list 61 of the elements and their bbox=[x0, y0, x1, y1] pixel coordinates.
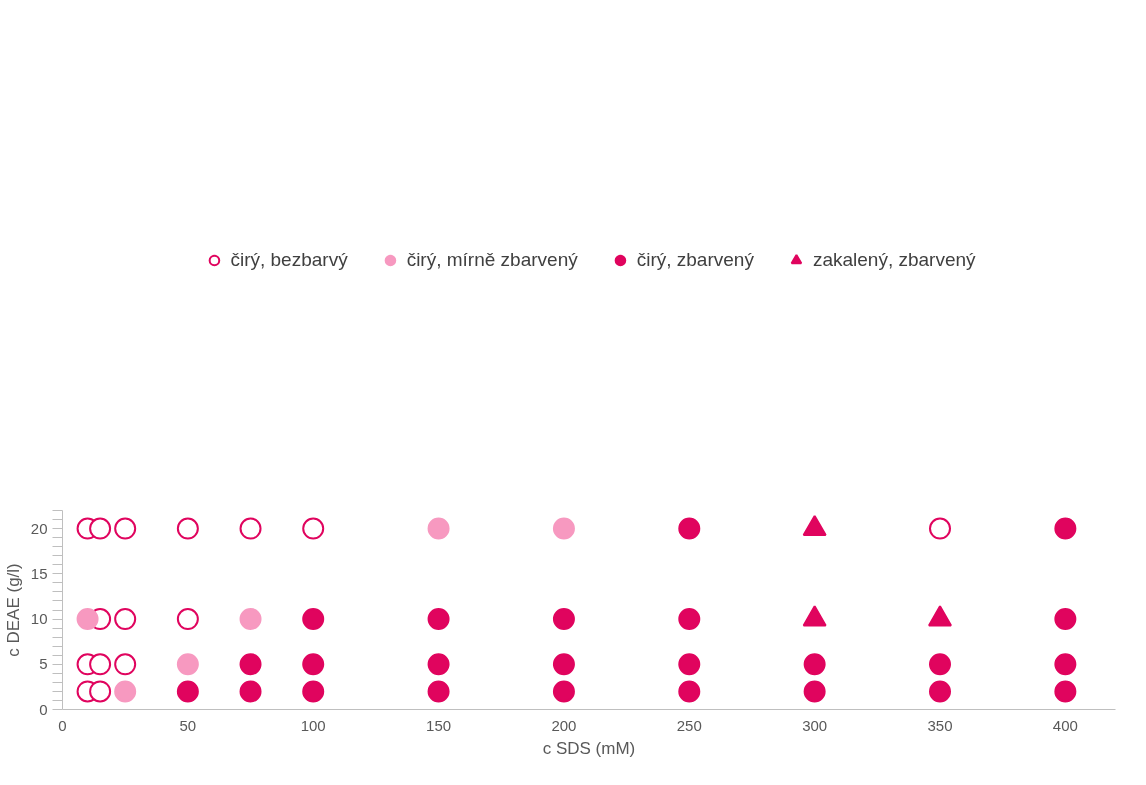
x-tick-label: 300 bbox=[802, 716, 828, 734]
point bbox=[552, 680, 575, 703]
x-tick-label: 250 bbox=[676, 716, 702, 734]
point bbox=[929, 653, 951, 676]
point bbox=[114, 517, 137, 540]
x-tick-label: 350 bbox=[927, 716, 953, 734]
point bbox=[552, 608, 575, 631]
point bbox=[678, 653, 701, 676]
point bbox=[929, 517, 951, 540]
point bbox=[176, 608, 199, 631]
point bbox=[176, 680, 199, 703]
point bbox=[302, 653, 325, 676]
point bbox=[176, 653, 199, 676]
point bbox=[76, 608, 99, 631]
point bbox=[1054, 653, 1077, 676]
point bbox=[302, 680, 325, 703]
point bbox=[552, 517, 575, 540]
x-tick-label: 400 bbox=[1052, 716, 1078, 734]
y-tick-label: 20 bbox=[30, 519, 48, 537]
point bbox=[678, 608, 701, 631]
point bbox=[176, 517, 199, 540]
point bbox=[239, 680, 262, 703]
y-axis-title: c DEAE (g/l) bbox=[3, 563, 23, 657]
point bbox=[239, 653, 262, 676]
point bbox=[678, 517, 701, 540]
point bbox=[114, 680, 137, 703]
x-tick-label: 150 bbox=[426, 716, 452, 734]
point bbox=[89, 680, 112, 703]
x-tick-label: 50 bbox=[179, 716, 197, 734]
point bbox=[239, 608, 262, 631]
y-tick-label: 5 bbox=[39, 655, 48, 673]
point bbox=[552, 653, 575, 676]
legend-label: čirý, zbarvený bbox=[636, 249, 754, 271]
legend-label: čirý, bezbarvý bbox=[230, 249, 348, 271]
point bbox=[302, 608, 325, 631]
point bbox=[302, 517, 325, 540]
point bbox=[427, 680, 450, 703]
y-tick-label: 0 bbox=[39, 700, 48, 718]
point bbox=[427, 653, 450, 676]
point bbox=[89, 653, 112, 676]
point bbox=[1054, 517, 1077, 540]
point bbox=[678, 680, 701, 703]
point bbox=[427, 608, 450, 631]
x-tick-label: 0 bbox=[58, 716, 67, 734]
point bbox=[1054, 608, 1077, 631]
point bbox=[803, 653, 826, 676]
point bbox=[114, 653, 137, 676]
point bbox=[427, 517, 450, 540]
y-tick-label: 10 bbox=[30, 610, 48, 628]
legend-label: čirý, mírně zbarvený bbox=[406, 249, 578, 271]
point bbox=[803, 680, 826, 703]
point bbox=[1054, 680, 1077, 703]
point bbox=[929, 680, 951, 703]
x-axis-title: c SDS (mM) bbox=[542, 738, 636, 758]
y-tick-label: 15 bbox=[30, 564, 48, 582]
x-tick-label: 100 bbox=[300, 716, 326, 734]
point bbox=[114, 608, 137, 631]
legend-label: zakalený, zbarvený bbox=[812, 249, 976, 271]
point bbox=[239, 517, 262, 540]
x-tick-label: 200 bbox=[551, 716, 577, 734]
point bbox=[89, 517, 112, 540]
